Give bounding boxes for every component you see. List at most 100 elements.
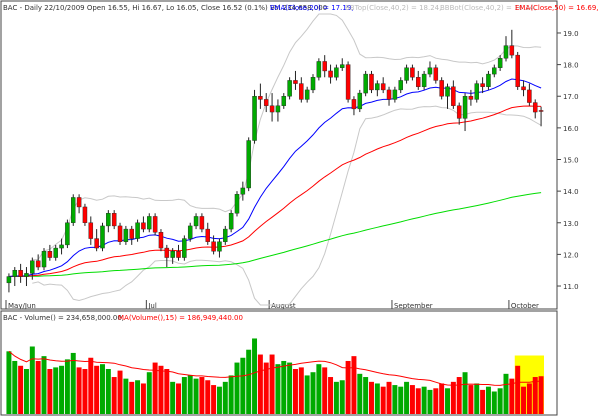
price-axis: 19.0 18.0 17.0 16.0 15.0 14.0 13.0 12.0 11.0 [557, 30, 579, 291]
candle-body [527, 89, 532, 103]
volume-bar [351, 356, 357, 414]
candle [152, 213, 158, 236]
candle [228, 210, 234, 233]
candle-body [380, 83, 386, 91]
candle [281, 93, 287, 109]
price-header-info: BAC - Daily 22/10/2009 Open 16.55, Hi 16… [3, 4, 327, 12]
candle-body [340, 64, 345, 68]
candle-body [492, 67, 497, 75]
volume-bar [41, 356, 47, 414]
candle [170, 248, 175, 264]
candle-body [357, 92, 363, 110]
candle-body [152, 216, 158, 233]
volume-bar [29, 346, 35, 414]
candle-body [47, 251, 53, 258]
candle [176, 244, 181, 261]
candle [410, 64, 415, 81]
candle [380, 77, 386, 94]
candle [106, 210, 111, 233]
candle [263, 93, 269, 113]
volume-bar [135, 380, 141, 414]
candle-body [228, 213, 234, 230]
candle-body [509, 45, 515, 56]
date-label: August [271, 302, 296, 310]
candle-body [304, 89, 310, 100]
volume-bar [369, 381, 374, 414]
price-tick-label: 12.0 [563, 251, 579, 259]
candle [521, 80, 526, 97]
candle-body [345, 64, 351, 100]
candle [59, 238, 64, 255]
candle-body [129, 228, 134, 239]
volume-bar [485, 386, 491, 414]
volume-bar [111, 377, 117, 414]
date-label: May/Jun [8, 302, 36, 310]
candle [12, 267, 18, 287]
candle-body [310, 77, 316, 91]
candle-body [521, 86, 526, 91]
date-label: October [511, 302, 539, 310]
volume-bar [35, 360, 41, 414]
candle [404, 64, 409, 84]
candle [322, 55, 327, 78]
candle [375, 80, 380, 97]
volume-panel-frame [0, 310, 558, 416]
bbtop-legend: BBTop(Close,40,2) = 18.24, [345, 4, 441, 12]
candle [269, 93, 275, 122]
candle-body [445, 86, 450, 97]
price-tick-label: 17.0 [563, 93, 579, 101]
volume-bar [374, 383, 380, 414]
date-label: September [394, 302, 433, 310]
volume-bar [439, 383, 445, 414]
candle [503, 36, 509, 62]
candle-body [100, 225, 105, 249]
candle-body [497, 58, 503, 68]
volume-bar [310, 372, 316, 414]
candle [111, 210, 117, 230]
volume-bar [240, 357, 246, 414]
volume-bar [70, 352, 76, 414]
candle [492, 64, 497, 78]
volume-bar [257, 354, 263, 414]
volume-bar [491, 391, 497, 414]
candle-body [158, 232, 164, 249]
volume-bar [386, 381, 392, 414]
candle-body [176, 251, 181, 258]
volume-bar [298, 367, 304, 414]
volume-bar [222, 381, 228, 414]
candle [240, 181, 246, 201]
volume-bar [193, 378, 199, 414]
candle [30, 257, 35, 280]
candle-body [322, 61, 327, 72]
volume-bar [468, 385, 474, 414]
volume-bar [339, 380, 345, 414]
volume-bar [94, 365, 100, 414]
price-tick-label: 11.0 [563, 283, 579, 291]
candle [234, 191, 240, 217]
volume-bar [216, 386, 222, 414]
candle [94, 229, 99, 252]
volume-bar [100, 364, 105, 414]
candle-body [392, 89, 398, 100]
price-tick-label: 19.0 [563, 30, 579, 38]
price-tick-label: 16.0 [563, 125, 579, 133]
volume-bar [433, 388, 439, 414]
candle-body [106, 213, 111, 227]
candle-body [76, 197, 82, 208]
volume-bar [345, 360, 351, 414]
candle [246, 137, 251, 192]
candle [497, 55, 503, 71]
ema50-legend: EMA(Close,50) = 16.69, [515, 4, 599, 12]
candle [392, 86, 398, 103]
candle-body [398, 80, 403, 91]
volume-bar [497, 388, 503, 414]
volume-bar [6, 351, 12, 414]
candle [515, 51, 520, 90]
candle-body [456, 105, 462, 119]
candle [345, 61, 351, 103]
candle-body [316, 61, 322, 78]
candle-body [328, 70, 333, 78]
candle-body [363, 73, 368, 94]
volume-bar [59, 365, 65, 414]
candle-body [117, 225, 123, 242]
